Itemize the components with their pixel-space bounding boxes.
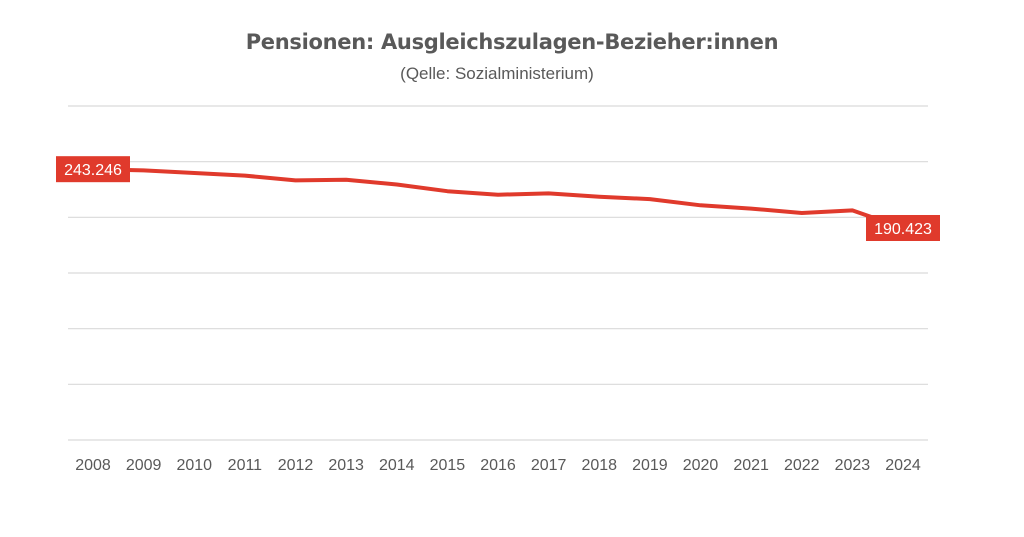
- chart-title: Pensionen: Ausgleichszulagen-Bezieher:in…: [245, 30, 779, 54]
- x-tick-label: 2008: [75, 457, 111, 474]
- data-label-box: [56, 156, 130, 183]
- x-tick-label: 2014: [379, 457, 415, 474]
- x-tick-label: 2011: [228, 457, 263, 474]
- x-tick-label: 2009: [126, 457, 162, 474]
- data-label-box: [866, 214, 940, 241]
- x-tick-label: 2022: [784, 457, 820, 474]
- chart-subtitle: (Qelle: Sozialministerium): [400, 64, 594, 83]
- x-tick-label: 2015: [430, 457, 466, 474]
- x-tick-label: 2021: [733, 457, 769, 474]
- x-tick-label: 2016: [480, 457, 516, 474]
- series-line: [91, 167, 905, 230]
- x-tick-label: 2012: [278, 457, 314, 474]
- data-label: 243.246: [64, 162, 122, 179]
- data-label: 190.423: [874, 221, 932, 238]
- x-tick-label: 2019: [632, 457, 668, 474]
- x-tick-label: 2020: [683, 457, 719, 474]
- x-tick-label: 2017: [531, 457, 567, 474]
- x-tick-label: 2010: [176, 457, 212, 474]
- x-tick-label: 2013: [328, 457, 364, 474]
- x-tick-label: 2018: [581, 457, 617, 474]
- x-tick-label: 2023: [835, 457, 871, 474]
- x-tick-label: 2024: [885, 457, 921, 474]
